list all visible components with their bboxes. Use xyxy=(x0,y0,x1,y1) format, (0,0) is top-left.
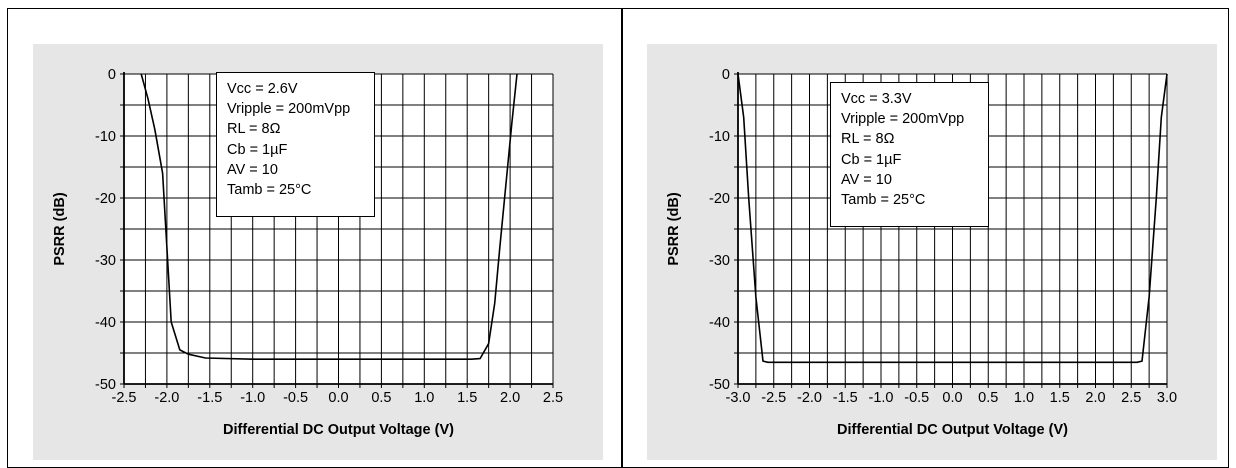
x-tick-label: 0.0 xyxy=(942,390,962,406)
x-tick-label: 1.0 xyxy=(1014,390,1034,406)
y-tick-label: -10 xyxy=(95,129,116,145)
legend-line-tamb: Tamb = 25°C xyxy=(841,192,926,209)
legend-line-vcc: Vcc = 2.6V xyxy=(227,81,298,97)
legend-line-rl: RL = 8Ω xyxy=(227,121,281,138)
x-tick-label: 2.0 xyxy=(1085,390,1105,406)
x-tick-label: -2.5 xyxy=(761,390,786,406)
x-tick-label: -1.0 xyxy=(869,390,894,406)
legend-line-av: AV = 10 xyxy=(227,161,278,178)
x-tick-label: -1.5 xyxy=(197,390,222,406)
y-tick-label: -50 xyxy=(709,377,730,393)
legend-box-left: Vcc = 2.6V Vripple = 200mVpp RL = 8Ω Cb … xyxy=(216,72,375,217)
x-tick-label: -1.5 xyxy=(833,390,858,406)
legend-line-vripple: Vripple = 200mVpp xyxy=(841,111,965,128)
x-tick-label: 0.5 xyxy=(371,390,391,406)
y-axis-title: PSRR (dB) xyxy=(52,192,68,265)
x-tick-label: 1.0 xyxy=(414,390,434,406)
y-tick-label: -40 xyxy=(95,315,116,331)
x-tick-label: -2.0 xyxy=(797,390,822,406)
series-line-psrr xyxy=(140,73,518,361)
y-tick-label: -30 xyxy=(709,253,730,269)
legend-line-tamb: Tamb = 25°C xyxy=(227,182,312,199)
x-tick-label: -2.0 xyxy=(154,390,179,406)
x-tick-label: 2.5 xyxy=(543,390,563,406)
y-tick-label: 0 xyxy=(108,67,116,83)
x-tick-label: -3.0 xyxy=(726,390,751,406)
x-tick-label: -0.5 xyxy=(904,390,929,406)
x-tick-label: 2.0 xyxy=(500,390,520,406)
x-tick-label: 0.0 xyxy=(328,390,348,406)
legend-line-av: AV = 10 xyxy=(841,171,892,188)
legend-line-vripple: Vripple = 200mVpp xyxy=(227,101,351,118)
y-tick-label: -20 xyxy=(95,191,116,207)
x-axis-title: Differential DC Output Voltage (V) xyxy=(223,422,454,438)
legend-line-cb: Cb = 1µF xyxy=(227,141,288,158)
y-tick-label: -50 xyxy=(95,377,116,393)
y-tick-label: -10 xyxy=(709,129,730,145)
x-tick-label: 3.0 xyxy=(1157,390,1177,406)
legend-box-right: Vcc = 3.3V Vripple = 200mVpp RL = 8Ω Cb … xyxy=(830,82,989,227)
x-tick-label: 1.5 xyxy=(457,390,477,406)
panel-divider xyxy=(621,8,623,468)
x-tick-label: -1.0 xyxy=(240,390,265,406)
x-tick-label: 1.5 xyxy=(1050,390,1070,406)
x-tick-label: 0.5 xyxy=(978,390,998,406)
x-tick-label: -2.5 xyxy=(112,390,137,406)
legend-line-vcc: Vcc = 3.3V xyxy=(841,91,912,107)
x-tick-label: -0.5 xyxy=(283,390,308,406)
y-axis-title: PSRR (dB) xyxy=(666,192,682,265)
legend-line-rl: RL = 8Ω xyxy=(841,131,895,148)
y-tick-label: 0 xyxy=(722,67,730,83)
legend-line-cb: Cb = 1µF xyxy=(841,151,902,168)
x-axis-title: Differential DC Output Voltage (V) xyxy=(837,422,1068,438)
y-tick-label: -30 xyxy=(95,253,116,269)
y-tick-label: -20 xyxy=(709,191,730,207)
series-line-psrr xyxy=(737,73,1168,364)
x-tick-label: 2.5 xyxy=(1121,390,1141,406)
y-tick-label: -40 xyxy=(709,315,730,331)
